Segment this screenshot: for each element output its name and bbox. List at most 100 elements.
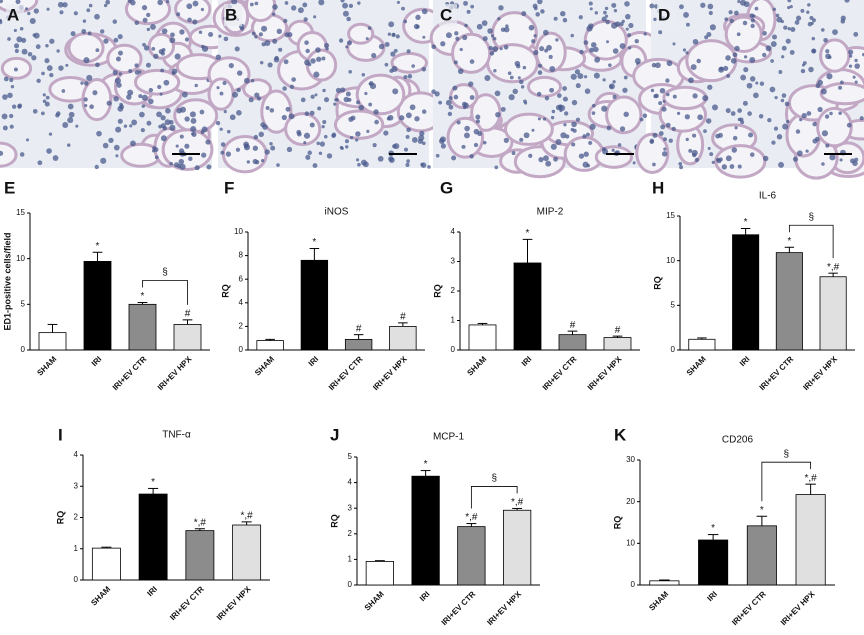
nucleus — [146, 120, 152, 126]
nucleus — [531, 128, 535, 132]
x-tick-label: SHAM — [685, 354, 708, 377]
nucleus — [469, 59, 475, 64]
nucleus — [825, 49, 830, 54]
nucleus — [431, 89, 436, 94]
significance-label: * — [787, 236, 791, 247]
nucleus — [272, 12, 276, 16]
y-axis-label: RQ — [612, 516, 622, 530]
nucleus — [348, 69, 352, 74]
nucleus — [371, 52, 377, 59]
nucleus — [231, 0, 238, 5]
nucleus — [685, 51, 689, 55]
nucleus — [117, 118, 123, 124]
nucleus — [769, 86, 776, 93]
nucleus — [303, 132, 311, 139]
nucleus — [482, 36, 488, 42]
nucleus — [809, 15, 814, 20]
nucleus — [723, 65, 729, 72]
nucleus — [752, 14, 756, 18]
nucleus — [296, 129, 302, 135]
nucleus — [335, 87, 342, 94]
bar — [649, 580, 680, 586]
nucleus — [179, 29, 185, 35]
nucleus — [272, 38, 278, 44]
nucleus — [533, 6, 538, 11]
nucleus — [663, 147, 667, 151]
y-tick-label: 2 — [239, 322, 244, 331]
nucleus — [283, 18, 288, 24]
nucleus — [807, 21, 813, 27]
nucleus — [679, 4, 684, 10]
nucleus — [652, 162, 656, 167]
nucleus — [683, 12, 689, 18]
nucleus — [666, 92, 670, 97]
nucleus — [494, 165, 499, 170]
nucleus — [696, 58, 701, 64]
nucleus — [844, 0, 850, 3]
nucleus — [807, 3, 811, 7]
x-tick-label: IRI+EV HPX — [779, 589, 817, 627]
nucleus — [9, 113, 14, 119]
image-background — [657, 4, 675, 26]
nucleus — [248, 97, 254, 103]
nucleus — [49, 38, 55, 44]
nucleus — [112, 19, 118, 24]
nucleus — [314, 93, 318, 97]
tubule — [816, 106, 853, 148]
nucleus — [87, 31, 92, 36]
nucleus — [205, 139, 211, 145]
nucleus — [62, 2, 68, 8]
nucleus — [179, 106, 186, 113]
nucleus — [52, 155, 59, 161]
nucleus — [99, 29, 105, 34]
nucleus — [419, 130, 425, 137]
nucleus — [707, 84, 713, 90]
nucleus — [169, 161, 173, 166]
nucleus — [126, 94, 132, 100]
nucleus — [413, 23, 420, 30]
nucleus — [503, 137, 509, 143]
nucleus — [628, 22, 634, 29]
panel-letter: D — [658, 5, 670, 24]
nucleus — [728, 10, 733, 15]
nucleus — [383, 130, 389, 136]
significance-label: * — [760, 505, 764, 516]
bar — [83, 261, 112, 351]
nucleus — [316, 56, 322, 62]
nucleus — [422, 141, 426, 146]
nucleus — [605, 14, 609, 18]
bar — [775, 252, 803, 351]
nucleus — [612, 48, 619, 54]
bar — [173, 324, 202, 351]
nucleus — [549, 66, 556, 72]
nucleus — [176, 12, 181, 17]
nucleus — [726, 73, 731, 78]
nucleus — [852, 75, 856, 79]
x-tick-label: SHAM — [363, 589, 386, 612]
x-tick-label: IRI+EV CTR — [541, 354, 579, 392]
nucleus — [146, 62, 151, 68]
nucleus — [258, 32, 264, 37]
nucleus — [550, 115, 555, 120]
nucleus — [198, 30, 203, 34]
nucleus — [9, 124, 14, 129]
nucleus — [393, 48, 398, 53]
nucleus — [27, 52, 33, 57]
nucleus — [304, 40, 309, 45]
nucleus — [411, 137, 418, 143]
nucleus — [544, 96, 550, 101]
nucleus — [215, 54, 221, 60]
significance-label: * — [424, 459, 428, 470]
nucleus — [95, 48, 100, 53]
nucleus — [606, 125, 612, 131]
nucleus — [219, 127, 223, 131]
nucleus — [262, 124, 268, 130]
nucleus — [100, 157, 107, 164]
nucleus — [494, 90, 501, 97]
nucleus — [591, 111, 596, 115]
nucleus — [151, 46, 156, 51]
nucleus — [781, 93, 787, 98]
nucleus — [787, 0, 792, 3]
nucleus — [661, 151, 668, 157]
nucleus — [717, 132, 723, 138]
